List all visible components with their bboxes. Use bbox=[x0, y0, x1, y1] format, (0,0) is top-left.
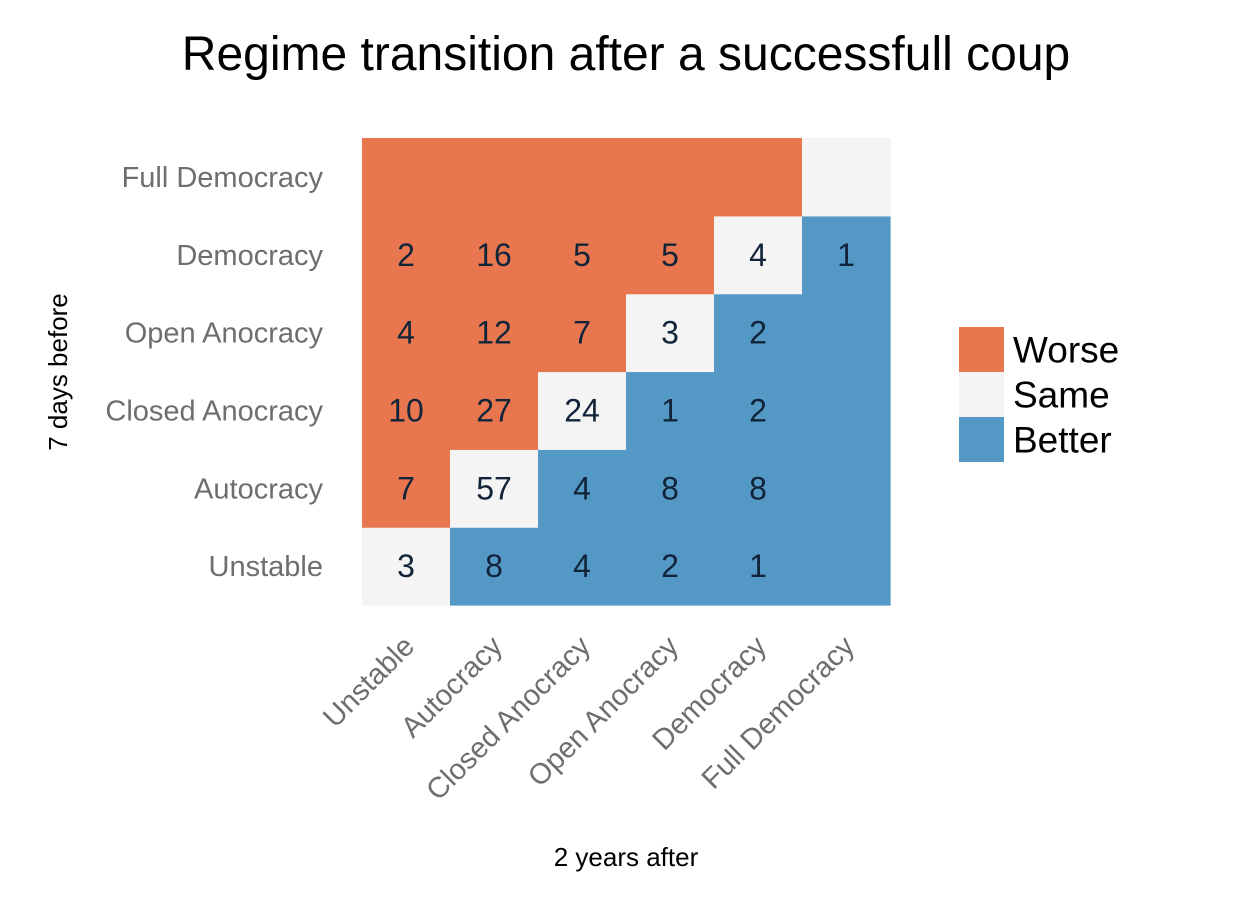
y-tick-label: Full Democracy bbox=[122, 162, 324, 194]
cell-value-label: 27 bbox=[476, 392, 512, 428]
cell-value-label: 10 bbox=[388, 392, 424, 428]
heatmap-cell bbox=[538, 293, 627, 373]
heatmap-cell bbox=[450, 449, 539, 528]
y-tick-label: Open Anocracy bbox=[125, 318, 324, 350]
heatmap-cell bbox=[714, 293, 803, 373]
heatmap-cell bbox=[538, 371, 627, 450]
x-tick-label: Full Democracy bbox=[696, 630, 861, 795]
heatmap-cell bbox=[538, 527, 627, 606]
cell-value-label: 1 bbox=[661, 392, 679, 428]
heatmap-cell bbox=[450, 138, 539, 217]
cell-value-label: 2 bbox=[749, 392, 767, 428]
cell-value-label: 8 bbox=[749, 470, 767, 506]
cell-value-label: 7 bbox=[573, 315, 591, 351]
heatmap-cell bbox=[362, 449, 451, 528]
heatmap-cell bbox=[362, 215, 451, 295]
heatmap-cell bbox=[714, 215, 803, 295]
heatmap-cell bbox=[538, 449, 627, 528]
cell-value-label: 2 bbox=[397, 237, 415, 273]
heatmap-cell bbox=[538, 138, 627, 217]
cell-value-label: 2 bbox=[749, 315, 767, 351]
cell-value-label: 1 bbox=[749, 548, 767, 584]
cell-value-label: 4 bbox=[397, 315, 415, 351]
y-axis-title: 7 days before bbox=[43, 293, 73, 451]
legend-label-same: Same bbox=[1013, 375, 1110, 416]
heatmap-cell bbox=[626, 138, 715, 217]
heatmap-cell bbox=[802, 138, 891, 217]
heatmap-cell bbox=[626, 371, 715, 450]
cell-labels: 3 8 4 2 17 57 4 8 810 27 24 1 24 12 7 3 22 16 5 5 4 1 bbox=[388, 237, 855, 584]
heatmap-cell bbox=[802, 371, 891, 450]
legend-label-better: Better bbox=[1013, 420, 1112, 461]
cell-value-label: 4 bbox=[749, 237, 767, 273]
cell-value-label: 16 bbox=[476, 237, 512, 273]
cell-value-label: 7 bbox=[397, 470, 415, 506]
heatmap-cell bbox=[626, 527, 715, 606]
chart-title: Regime transition after a successfull co… bbox=[182, 28, 1070, 81]
heatmap-cell bbox=[714, 138, 803, 217]
heatmap-cell bbox=[802, 293, 891, 373]
heatmap-cell bbox=[362, 138, 451, 217]
legend-label-worse: Worse bbox=[1013, 330, 1119, 371]
heatmap-cell bbox=[450, 527, 539, 606]
x-tick-label: Open Anocracy bbox=[522, 630, 685, 793]
cell-value-label: 3 bbox=[661, 315, 679, 351]
y-axis-ticks: Unstable Autocracy Closed Anocracy Open Ano… bbox=[105, 162, 323, 583]
heatmap-cell bbox=[802, 215, 891, 295]
cell-value-label: 1 bbox=[837, 237, 855, 273]
heatmap-cell bbox=[714, 527, 803, 606]
heatmap-cell bbox=[626, 215, 715, 295]
cell-value-label: 5 bbox=[661, 237, 679, 273]
heatmap-cell bbox=[626, 293, 715, 373]
heatmap-cell bbox=[450, 371, 539, 450]
heatmap-cells bbox=[362, 138, 891, 606]
heatmap-cell bbox=[714, 371, 803, 450]
heatmap-cell bbox=[714, 449, 803, 528]
x-tick-label: Closed Anocracy bbox=[420, 630, 597, 807]
y-tick-label: Unstable bbox=[209, 551, 323, 583]
heatmap-cell bbox=[362, 371, 451, 450]
heatmap-cell bbox=[802, 527, 891, 606]
cell-value-label: 3 bbox=[397, 548, 415, 584]
cell-value-label: 57 bbox=[476, 470, 512, 506]
cell-value-label: 8 bbox=[661, 470, 679, 506]
cell-value-label: 4 bbox=[573, 548, 591, 584]
cell-value-label: 2 bbox=[661, 548, 679, 584]
y-tick-label: Democracy bbox=[176, 240, 323, 272]
cell-value-label: 24 bbox=[564, 392, 600, 428]
legend-swatch-same bbox=[959, 372, 1004, 417]
cell-value-label: 4 bbox=[573, 470, 591, 506]
y-tick-label: Autocracy bbox=[194, 473, 323, 505]
legend-swatch-worse bbox=[959, 327, 1004, 372]
y-tick-label: Closed Anocracy bbox=[105, 395, 323, 427]
legend-swatch-better bbox=[959, 417, 1004, 462]
cell-value-label: 12 bbox=[476, 315, 512, 351]
heatmap-cell bbox=[802, 449, 891, 528]
cell-value-label: 5 bbox=[573, 237, 591, 273]
x-axis-title: 2 years after bbox=[554, 842, 699, 872]
heatmap-cell bbox=[450, 215, 539, 295]
heatmap-cell bbox=[362, 527, 451, 606]
heatmap-cell bbox=[626, 449, 715, 528]
cell-value-label: 8 bbox=[485, 548, 503, 584]
heatmap-cell bbox=[362, 293, 451, 373]
heatmap-cell bbox=[450, 293, 539, 373]
heatmap-cell bbox=[538, 215, 627, 295]
